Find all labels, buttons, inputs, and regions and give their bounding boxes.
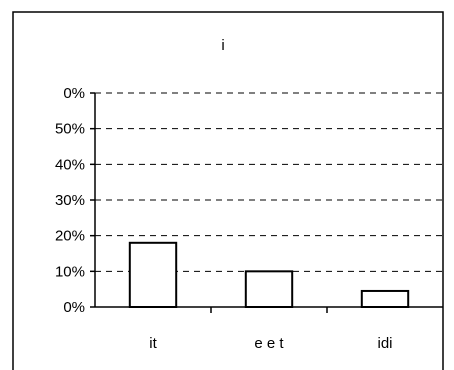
bar xyxy=(128,241,178,308)
x-tick-label: e e t xyxy=(254,335,284,352)
y-tick-label: 20% xyxy=(55,228,85,245)
bar xyxy=(244,270,294,309)
grid-layer xyxy=(95,92,443,272)
y-tick-label: 30% xyxy=(55,192,85,209)
x-tick-label: it xyxy=(149,335,157,352)
y-tick-label: 10% xyxy=(55,263,85,280)
y-tick-label: 50% xyxy=(55,121,85,138)
x-tick-layer: it e e t idi xyxy=(149,307,393,352)
chart-title: i xyxy=(221,37,224,54)
bar-layer xyxy=(128,241,410,309)
y-tick-label: 0% xyxy=(63,85,85,102)
bar xyxy=(360,289,410,309)
y-tick-layer: 0% 10% 20% 30% 40% 50% 0% xyxy=(55,85,95,316)
y-tick-label: 40% xyxy=(55,156,85,173)
chart-border xyxy=(12,11,444,370)
y-tick-label: 0% xyxy=(63,299,85,316)
x-tick-label: idi xyxy=(377,335,392,352)
